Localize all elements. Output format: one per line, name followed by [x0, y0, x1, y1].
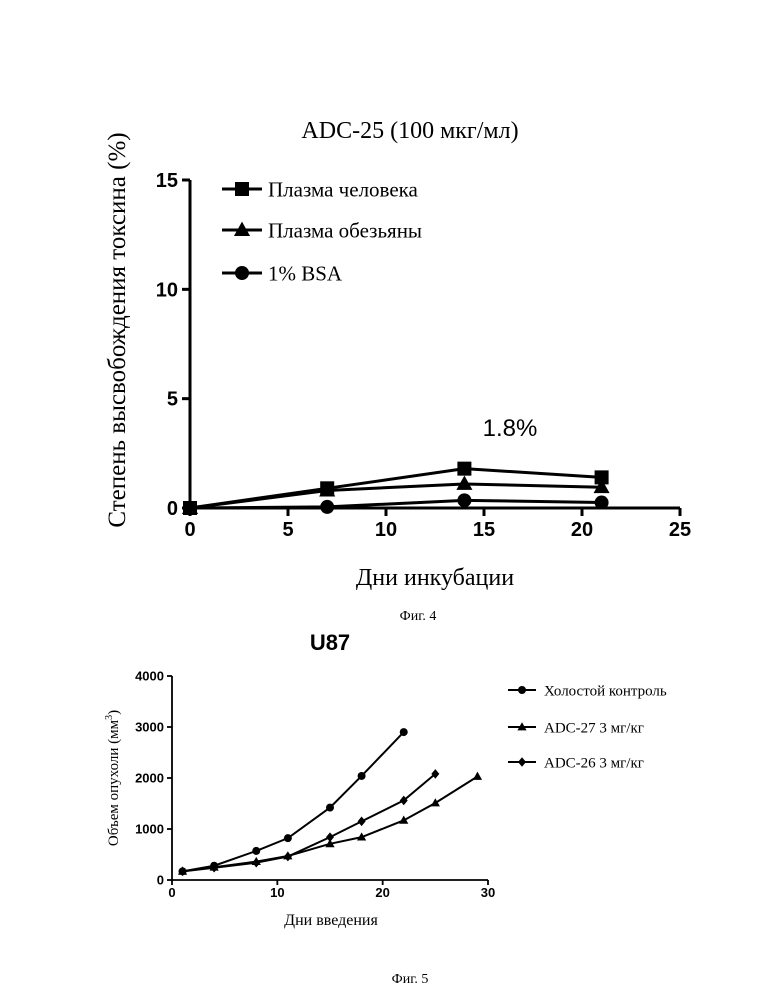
x-tick-label: 0: [168, 885, 175, 900]
data-point: [358, 817, 366, 827]
legend-marker: [518, 757, 526, 767]
series-line: [183, 732, 404, 871]
data-point: [431, 798, 440, 806]
data-point: [326, 832, 334, 842]
y-tick-label: 15: [156, 170, 178, 192]
y-axis-label-text: Объем опухоли (мм: [106, 719, 122, 846]
legend-item: ADC-26 3 мг/кг: [508, 755, 644, 771]
chart-title: U87: [310, 630, 350, 655]
data-point: [252, 858, 260, 868]
y-tick-label: 10: [156, 279, 178, 301]
legend-marker: [518, 686, 526, 694]
x-tick-label: 5: [282, 519, 293, 541]
x-tick-label: 10: [375, 519, 397, 541]
x-tick-label: 0: [184, 519, 195, 541]
x-tick-label: 10: [270, 885, 284, 900]
axes: [167, 676, 488, 885]
data-point: [358, 772, 366, 780]
legend: Плазма человека Плазма обезьяны 1% BSA: [222, 177, 422, 285]
legend-marker: [235, 266, 249, 280]
legend-label: 1% BSA: [268, 261, 343, 285]
x-tick-label: 15: [473, 519, 495, 541]
data-point: [595, 496, 609, 510]
series-layer: [178, 728, 482, 876]
series-3: [183, 493, 609, 515]
data-point: [457, 493, 471, 507]
y-tick-label: 3000: [135, 720, 164, 735]
y-tick-label: 0: [157, 873, 164, 888]
annotation-label: 1.8%: [483, 415, 538, 442]
legend-label: Холостой контроль: [544, 683, 667, 699]
x-axis-label: Дни введения: [284, 912, 378, 929]
x-tick-label: 20: [571, 519, 593, 541]
series-2: [178, 772, 482, 875]
data-point: [183, 501, 197, 515]
data-point: [326, 804, 334, 812]
y-axis-label-end: ): [106, 710, 122, 715]
y-axis-label: Объем опухоли (мм3): [104, 710, 122, 846]
chart-title: ADC-25 (100 мкг/мл): [301, 118, 518, 144]
legend-item: 1% BSA: [222, 261, 343, 285]
y-tick-label: 5: [167, 389, 178, 411]
data-point: [457, 462, 471, 476]
y-tick-label: 2000: [135, 771, 164, 786]
data-point: [284, 834, 292, 842]
x-tick-label: 20: [375, 885, 389, 900]
legend-item: Плазма человека: [222, 177, 419, 201]
legend-label: Плазма обезьяны: [268, 218, 422, 242]
y-tick-label: 0: [167, 498, 178, 520]
legend: Холостой контроль ADC-27 3 мг/кг ADC-26 3 …: [508, 683, 667, 771]
data-point: [473, 772, 482, 780]
x-axis-label: Дни инкубации: [356, 565, 514, 591]
figure-caption: Фиг. 4: [400, 609, 437, 624]
x-tick-label: 25: [669, 519, 691, 541]
data-point: [252, 847, 260, 855]
legend-item: ADC-27 3 мг/кг: [508, 720, 644, 736]
y-tick-label: 4000: [135, 669, 164, 684]
tick-labels: 0 10 20 30 0 1000 2000 3000 4000: [135, 669, 495, 900]
legend-label: ADC-26 3 мг/кг: [544, 755, 644, 771]
legend-label: Плазма человека: [268, 177, 419, 201]
y-tick-label: 1000: [135, 822, 164, 837]
y-axis-label: Степень высвобождения токсина (%): [104, 132, 131, 527]
data-point: [400, 728, 408, 736]
x-tick-label: 30: [481, 885, 495, 900]
series-line: [183, 776, 478, 871]
legend-label: ADC-27 3 мг/кг: [544, 720, 644, 736]
legend-marker: [235, 182, 249, 196]
legend-item: Холостой контроль: [508, 683, 667, 699]
chart-fig4: ADC-25 (100 мкг/мл) Степень высвобождени…: [104, 118, 691, 624]
figure-caption: Фиг. 5: [392, 972, 429, 987]
chart-fig5: U87 Объем опухоли (мм3) Дни введения Фиг…: [104, 630, 667, 987]
data-point: [320, 500, 334, 514]
data-point: [284, 852, 292, 862]
legend-item: Плазма обезьяны: [222, 218, 422, 242]
